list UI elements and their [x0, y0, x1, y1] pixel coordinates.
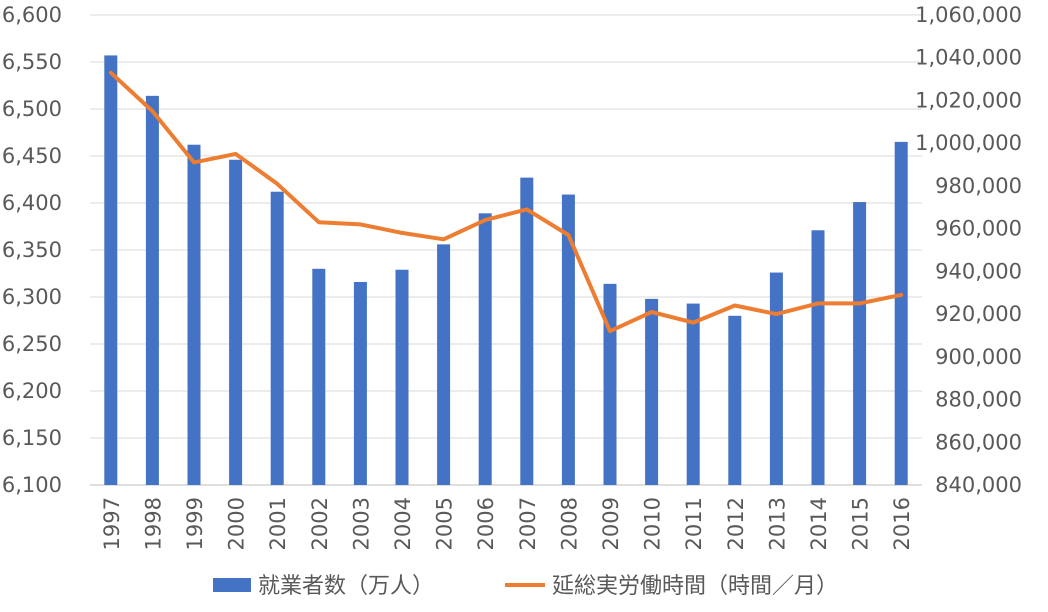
right-axis-tick-label: 1,040,000	[915, 46, 1022, 70]
bar	[645, 298, 659, 485]
right-axis-tick-label: 1,060,000	[915, 3, 1022, 27]
right-axis-tick-label: 860,000	[935, 430, 1022, 454]
x-axis: 1997 1998 1999 2000 2001 2002 2003 2004 2005 2006…	[100, 497, 914, 550]
bar	[520, 177, 534, 485]
bar	[229, 159, 243, 485]
x-axis-tick-label: 2002	[308, 497, 332, 550]
right-axis-tick-label: 980,000	[935, 174, 1022, 198]
bar	[728, 315, 742, 485]
x-axis-tick-label: 2000	[225, 497, 249, 550]
x-axis-tick-label: 2001	[266, 497, 290, 550]
right-axis-tick-label: 840,000	[935, 473, 1022, 497]
right-axis-tick-label: 880,000	[935, 388, 1022, 412]
left-axis-tick-label: 6,500	[2, 97, 62, 121]
right-axis-tick-label: 940,000	[935, 259, 1022, 283]
x-axis-tick-label: 2003	[349, 497, 373, 550]
x-axis-tick-label: 2012	[724, 497, 748, 550]
left-axis-tick-label: 6,150	[2, 426, 62, 450]
right-axis-tick-label: 900,000	[935, 345, 1022, 369]
bar	[395, 269, 409, 485]
right-axis-tick-label: 920,000	[935, 302, 1022, 326]
left-axis-tick-label: 6,100	[2, 473, 62, 497]
left-axis-tick-label: 6,300	[2, 285, 62, 309]
x-axis-tick-label: 2008	[557, 497, 581, 550]
x-axis-tick-label: 2014	[807, 497, 831, 550]
x-axis-tick-label: 2010	[641, 497, 665, 550]
bar	[270, 191, 284, 485]
x-axis-tick-label: 1999	[183, 497, 207, 550]
legend-bar-swatch	[213, 578, 251, 592]
x-axis-tick-label: 2013	[765, 497, 789, 550]
bar	[769, 272, 783, 485]
bar	[353, 281, 367, 485]
x-axis-tick-label: 2004	[391, 497, 415, 550]
x-axis-tick-label: 2009	[599, 497, 623, 550]
bar	[603, 283, 617, 485]
bar	[811, 230, 825, 485]
legend-bar-label: 就業者数（万人）	[258, 574, 434, 599]
bar	[853, 202, 867, 485]
x-axis-tick-label: 2015	[849, 497, 873, 550]
bar	[561, 194, 575, 486]
x-axis-tick-label: 1997	[100, 497, 124, 550]
left-axis-tick-label: 6,450	[2, 144, 62, 168]
right-y-axis: 840,000 860,000 880,000 900,000 920,000 940,0…	[915, 3, 1022, 497]
bar	[145, 95, 159, 485]
bar	[104, 55, 118, 486]
bar	[312, 268, 326, 485]
legend: 就業者数（万人） 延総実労働時間（時間／月）	[213, 574, 838, 599]
left-axis-tick-label: 6,600	[2, 3, 62, 27]
left-axis-tick-label: 6,550	[2, 50, 62, 74]
bar	[478, 213, 492, 485]
right-axis-tick-label: 1,020,000	[915, 88, 1022, 112]
bar-series	[104, 55, 908, 486]
bar	[437, 244, 451, 485]
left-axis-tick-label: 6,250	[2, 332, 62, 356]
x-axis-tick-label: 2007	[516, 497, 540, 550]
right-axis-tick-label: 1,000,000	[915, 131, 1022, 155]
x-axis-tick-label: 1998	[141, 497, 165, 550]
left-axis-tick-label: 6,400	[2, 191, 62, 215]
gridlines	[90, 14, 922, 486]
x-axis-tick-label: 2005	[433, 497, 457, 550]
left-axis-tick-label: 6,350	[2, 238, 62, 262]
legend-line-label: 延総実労働時間（時間／月）	[552, 574, 838, 599]
x-axis-tick-label: 2016	[890, 497, 914, 550]
bar	[187, 144, 201, 485]
series-line	[108, 70, 904, 334]
x-axis-tick-label: 2011	[682, 497, 706, 550]
bar	[894, 141, 908, 485]
left-axis-tick-label: 6,200	[2, 379, 62, 403]
line-series	[108, 70, 904, 334]
left-y-axis: 6,100 6,150 6,200 6,250 6,300 6,350 6,400 6,450…	[2, 3, 62, 497]
x-axis-tick-label: 2006	[474, 497, 498, 550]
right-axis-tick-label: 960,000	[935, 217, 1022, 241]
bar	[686, 303, 700, 485]
